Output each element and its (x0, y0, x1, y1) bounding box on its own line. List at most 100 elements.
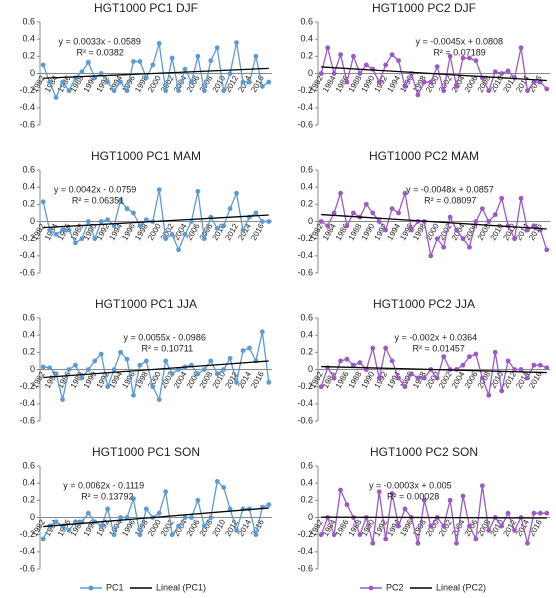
y-tick-label: 0.2 (300, 51, 313, 61)
data-point (156, 510, 162, 516)
y-tick-label: 0.2 (22, 51, 35, 61)
data-point (169, 231, 175, 237)
y-tick-label: 0.4 (300, 182, 313, 192)
y-tick-label: -0.2 (297, 529, 313, 539)
data-point (428, 523, 434, 529)
data-point (156, 397, 162, 402)
data-point (92, 236, 98, 242)
data-point (434, 64, 440, 70)
data-point (73, 75, 78, 81)
data-point (221, 223, 227, 229)
data-point (479, 375, 485, 381)
y-tick-label: 0.6 (22, 460, 35, 470)
y-tick-label: 0.4 (22, 478, 35, 488)
legend-label: Lineal (PC2) (436, 582, 486, 592)
data-point (85, 59, 91, 65)
data-point (383, 227, 389, 233)
data-point (396, 375, 401, 381)
y-tick-label: 0 (308, 216, 313, 226)
data-point (259, 219, 265, 224)
data-point (105, 79, 111, 85)
data-point (338, 358, 343, 364)
data-point (189, 219, 194, 224)
y-tick-label: -0.6 (297, 267, 313, 277)
data-point (525, 88, 530, 94)
data-point (460, 55, 466, 61)
data-point (111, 367, 117, 372)
data-point (357, 532, 363, 538)
data-point (402, 506, 408, 512)
data-point (214, 479, 220, 484)
y-tick-label: -0.4 (19, 398, 35, 408)
data-point (434, 375, 440, 381)
chart-title: HGT1000 PC2 JJA (373, 297, 475, 311)
data-point (201, 88, 207, 94)
y-tick-label: 0.2 (300, 495, 313, 505)
y-tick-label: 0.2 (300, 347, 313, 357)
series-line (320, 485, 547, 544)
data-point (259, 83, 265, 89)
trend-r2: R² = 0.06351 (72, 195, 124, 205)
data-point (66, 227, 72, 233)
data-point (143, 75, 149, 81)
data-point (454, 83, 459, 89)
data-point (227, 71, 233, 76)
data-point (66, 88, 72, 94)
data-point (537, 79, 543, 85)
y-tick-label: 0 (30, 216, 35, 226)
data-point (131, 496, 136, 502)
data-point (208, 58, 214, 64)
y-tick-label: 0 (30, 512, 35, 522)
trend-r2: R² = 0.07189 (433, 47, 485, 57)
data-point (163, 236, 169, 242)
data-point (118, 349, 123, 355)
y-tick-label: -0.4 (19, 102, 35, 112)
data-point (351, 53, 356, 59)
data-point (169, 55, 175, 61)
data-point (182, 231, 188, 237)
trend-equation: y = -0.0045x + 0.0808 (415, 36, 503, 46)
data-point (325, 223, 331, 229)
data-point (85, 367, 91, 372)
y-tick-label: -0.2 (297, 381, 313, 391)
trend-line (43, 214, 269, 229)
trend-equation: y = -0.0003x + 0.005 (369, 480, 452, 490)
data-point (415, 540, 421, 546)
data-point (428, 253, 434, 259)
data-point (189, 79, 194, 85)
data-point (421, 497, 427, 503)
data-point (53, 519, 59, 525)
data-point (131, 59, 136, 64)
data-point (253, 53, 259, 59)
data-point (227, 206, 233, 212)
data-point (447, 214, 453, 220)
data-point (79, 236, 85, 242)
data-point (240, 79, 246, 85)
data-point (376, 79, 382, 85)
data-point (240, 227, 246, 233)
trend-line (321, 66, 547, 82)
data-point (344, 223, 350, 229)
data-point (60, 227, 65, 233)
data-point (137, 59, 143, 64)
data-point (331, 375, 337, 381)
y-tick-label: 0 (30, 364, 35, 374)
trend-line (321, 516, 547, 519)
data-point (473, 58, 479, 64)
data-point (182, 515, 188, 520)
data-point (486, 392, 492, 398)
chart-title: HGT1000 PC2 MAM (369, 149, 479, 163)
data-point (156, 187, 162, 193)
data-point (221, 485, 227, 490)
data-point (389, 358, 395, 364)
trend-line (43, 507, 269, 528)
data-point (460, 236, 466, 242)
data-point (402, 190, 408, 196)
y-tick-label: -0.4 (19, 546, 35, 556)
data-point (421, 79, 427, 85)
y-tick-label: 0.4 (300, 478, 313, 488)
data-point (214, 371, 220, 377)
data-point (98, 351, 104, 357)
chart-title: HGT1000 PC2 SON (370, 445, 478, 459)
